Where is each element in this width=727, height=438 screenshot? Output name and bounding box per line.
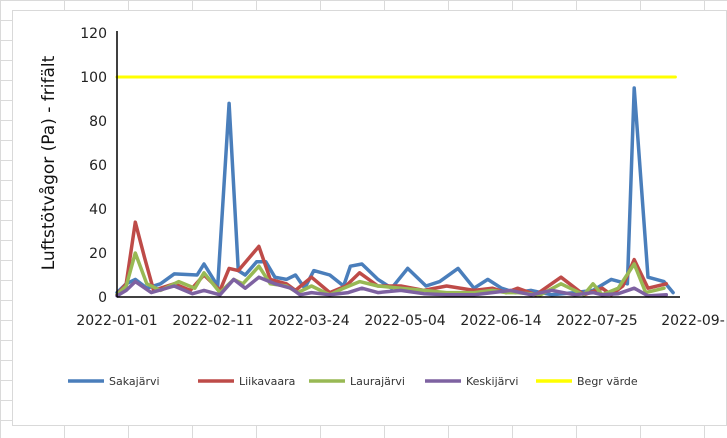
legend-label: Keskijärvi [466, 375, 518, 388]
legend-label: Liikavaara [239, 375, 295, 388]
x-tick-label: 2022-06-14 [460, 313, 541, 329]
series-lines [115, 75, 677, 298]
axes [116, 31, 680, 298]
y-tick-labels: 0 20 40 60 80 100 120 [80, 26, 107, 306]
x-tick-label: 2022-03-24 [268, 313, 349, 329]
y-tick-label: 100 [80, 70, 107, 86]
series-line-0[interactable] [115, 86, 675, 297]
series-line-3[interactable] [115, 275, 669, 298]
chart-area[interactable] [12, 10, 727, 426]
y-tick-label: 20 [89, 246, 107, 262]
y-tick-label: 120 [80, 26, 107, 42]
x-tick-label: 2022-07-25 [556, 313, 637, 329]
x-tick-label: 2022-02-11 [172, 313, 253, 329]
y-tick-label: 80 [89, 114, 107, 130]
x-tick-labels: 2022-01-01 2022-02-11 2022-03-24 2022-05-04… [76, 313, 724, 329]
x-tick-label: 2022-05-04 [364, 313, 445, 329]
y-tick-label: 40 [89, 202, 107, 218]
y-axis-label: Luftstötvågor (Pa) - frifält [38, 55, 59, 270]
legend: Sakajärvi Liikavaara Laurajärvi Keskijärvi B… [68, 375, 638, 388]
legend-label: Laurajärvi [350, 375, 405, 388]
legend-label: Begr värde [577, 375, 638, 388]
y-tick-label: 60 [89, 158, 107, 174]
y-tick-label: 0 [98, 290, 107, 306]
legend-label: Sakajärvi [109, 375, 160, 388]
x-tick-label: 2022-09- [661, 313, 725, 329]
x-tick-label: 2022-01-01 [76, 313, 157, 329]
